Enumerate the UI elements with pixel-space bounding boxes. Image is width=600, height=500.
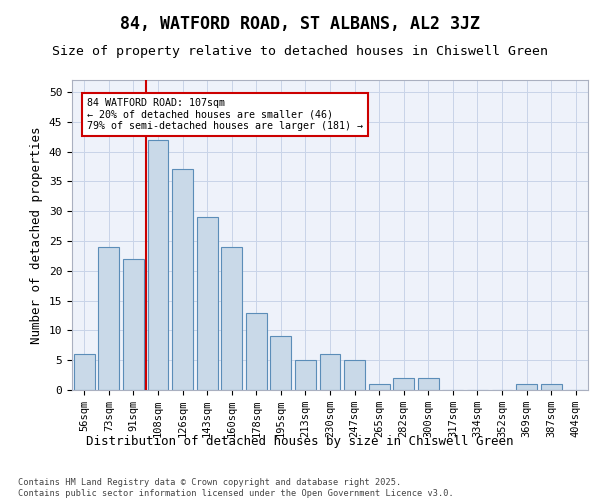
Bar xyxy=(344,360,365,390)
Bar xyxy=(197,217,218,390)
Text: Size of property relative to detached houses in Chiswell Green: Size of property relative to detached ho… xyxy=(52,45,548,58)
Bar xyxy=(320,354,340,390)
Bar xyxy=(368,384,389,390)
Bar xyxy=(393,378,414,390)
Bar xyxy=(271,336,292,390)
Text: Distribution of detached houses by size in Chiswell Green: Distribution of detached houses by size … xyxy=(86,435,514,448)
Text: Contains HM Land Registry data © Crown copyright and database right 2025.
Contai: Contains HM Land Registry data © Crown c… xyxy=(18,478,454,498)
Y-axis label: Number of detached properties: Number of detached properties xyxy=(30,126,43,344)
Bar xyxy=(74,354,95,390)
Bar xyxy=(295,360,316,390)
Bar xyxy=(98,247,119,390)
Bar xyxy=(221,247,242,390)
Bar xyxy=(418,378,439,390)
Bar xyxy=(246,312,267,390)
Bar xyxy=(148,140,169,390)
Bar xyxy=(123,259,144,390)
Text: 84 WATFORD ROAD: 107sqm
← 20% of detached houses are smaller (46)
79% of semi-de: 84 WATFORD ROAD: 107sqm ← 20% of detache… xyxy=(87,98,363,131)
Text: 84, WATFORD ROAD, ST ALBANS, AL2 3JZ: 84, WATFORD ROAD, ST ALBANS, AL2 3JZ xyxy=(120,15,480,33)
Bar xyxy=(172,170,193,390)
Bar xyxy=(516,384,537,390)
Bar xyxy=(541,384,562,390)
